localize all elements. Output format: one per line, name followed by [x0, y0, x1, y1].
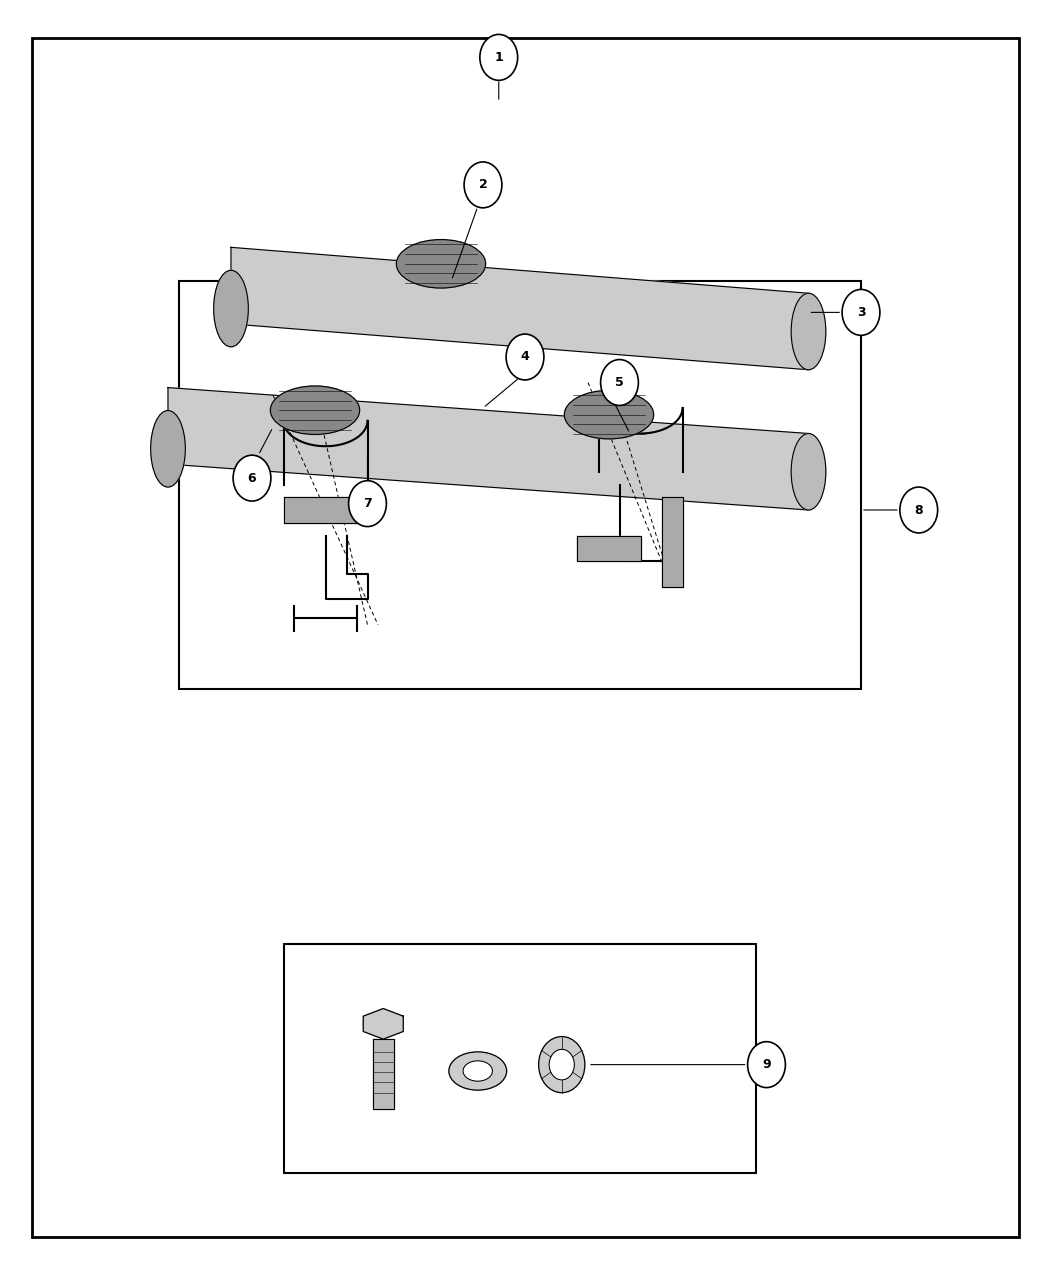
Ellipse shape [151, 411, 185, 487]
Circle shape [549, 1049, 574, 1080]
Circle shape [900, 487, 938, 533]
Polygon shape [363, 1009, 403, 1039]
Ellipse shape [271, 386, 359, 435]
Circle shape [506, 334, 544, 380]
Ellipse shape [463, 1061, 492, 1081]
Polygon shape [284, 497, 367, 523]
Circle shape [480, 34, 518, 80]
Circle shape [748, 1042, 785, 1088]
Text: 3: 3 [857, 306, 865, 319]
Text: 8: 8 [915, 504, 923, 516]
Circle shape [464, 162, 502, 208]
Text: 5: 5 [615, 376, 624, 389]
Ellipse shape [792, 434, 826, 510]
Circle shape [842, 289, 880, 335]
Circle shape [601, 360, 638, 405]
Ellipse shape [565, 390, 653, 439]
Circle shape [233, 455, 271, 501]
Text: 1: 1 [495, 51, 503, 64]
Polygon shape [578, 536, 640, 561]
Text: 9: 9 [762, 1058, 771, 1071]
Text: 4: 4 [521, 351, 529, 363]
Ellipse shape [792, 293, 826, 370]
Text: 6: 6 [248, 472, 256, 484]
Polygon shape [662, 497, 682, 586]
Text: 2: 2 [479, 179, 487, 191]
Polygon shape [231, 247, 808, 370]
Ellipse shape [397, 240, 485, 288]
Ellipse shape [214, 270, 248, 347]
Polygon shape [373, 1039, 394, 1109]
Text: 7: 7 [363, 497, 372, 510]
Ellipse shape [449, 1052, 506, 1090]
Circle shape [539, 1037, 585, 1093]
Bar [178, 280, 861, 688]
Bar [284, 944, 756, 1173]
Circle shape [349, 481, 386, 527]
Polygon shape [168, 388, 808, 510]
